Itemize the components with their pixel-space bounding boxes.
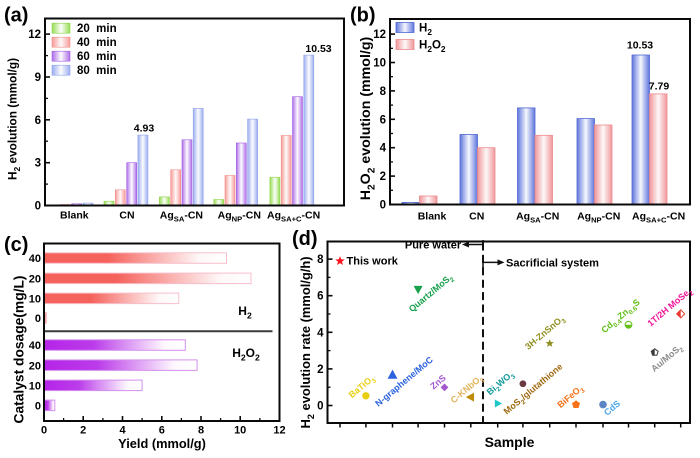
- svg-text:20 min: 20 min: [77, 23, 117, 35]
- svg-text:0: 0: [35, 401, 41, 413]
- svg-text:4.93: 4.93: [134, 123, 155, 135]
- svg-text:10: 10: [234, 425, 246, 437]
- svg-text:12: 12: [373, 29, 386, 41]
- svg-text:This work: This work: [347, 255, 399, 267]
- svg-text:Pure water: Pure water: [405, 240, 462, 252]
- svg-text:4: 4: [317, 327, 324, 339]
- svg-text:12: 12: [28, 29, 41, 41]
- svg-text:6: 6: [317, 291, 323, 303]
- svg-text:AgNP​-CN: AgNP​-CN: [577, 211, 620, 225]
- svg-text:20: 20: [29, 274, 41, 286]
- svg-text:Sacrificial system: Sacrificial system: [506, 257, 599, 269]
- svg-text:H2​: H2​: [238, 304, 252, 321]
- svg-text:Blank: Blank: [418, 211, 447, 223]
- svg-text:Sample: Sample: [485, 434, 535, 450]
- svg-text:0: 0: [35, 201, 41, 213]
- svg-text:(b): (b): [350, 5, 376, 27]
- svg-text:2: 2: [80, 425, 86, 437]
- svg-text:10.53: 10.53: [305, 43, 331, 55]
- svg-text:12: 12: [273, 425, 285, 437]
- svg-text:0: 0: [35, 313, 41, 325]
- svg-text:Blank: Blank: [60, 210, 89, 222]
- svg-text:8: 8: [317, 254, 324, 266]
- svg-text:H2​O2​: H2​O2​: [419, 40, 446, 54]
- svg-text:10: 10: [29, 294, 41, 306]
- svg-text:60 min: 60 min: [77, 51, 117, 63]
- svg-text:40 min: 40 min: [77, 37, 117, 49]
- svg-text:20: 20: [29, 360, 41, 372]
- svg-text:Catalyst dosage(mg/L): Catalyst dosage(mg/L): [12, 276, 27, 424]
- svg-text:6: 6: [35, 115, 41, 127]
- svg-text:10: 10: [29, 381, 41, 393]
- svg-text:AgSA+C​-CN: AgSA+C​-CN: [632, 211, 685, 225]
- svg-text:CN: CN: [469, 211, 484, 223]
- svg-text:AgSA​-CN: AgSA​-CN: [516, 211, 559, 225]
- svg-text:CN: CN: [119, 210, 134, 222]
- svg-text:H2​O2​: H2​O2​: [232, 346, 260, 363]
- svg-text:AgSA+C​-CN: AgSA+C​-CN: [267, 210, 320, 224]
- svg-text:(c): (c): [4, 234, 28, 256]
- svg-text:(a): (a): [4, 5, 28, 27]
- svg-text:6: 6: [159, 425, 165, 437]
- svg-text:0: 0: [41, 425, 47, 437]
- svg-text:10.53: 10.53: [627, 40, 653, 52]
- svg-text:40: 40: [29, 340, 41, 352]
- svg-text:(d): (d): [292, 228, 318, 250]
- svg-text:AgNP​-CN: AgNP​-CN: [218, 210, 261, 224]
- svg-text:3: 3: [35, 158, 41, 170]
- svg-text:0: 0: [380, 200, 386, 212]
- svg-text:4: 4: [119, 425, 126, 437]
- svg-text:Yield (mmol/g): Yield (mmol/g): [118, 436, 206, 451]
- svg-text:4: 4: [380, 143, 387, 155]
- svg-text:2: 2: [380, 171, 386, 183]
- svg-text:6: 6: [380, 114, 386, 126]
- svg-text:10: 10: [373, 58, 386, 70]
- svg-text:40: 40: [29, 253, 41, 265]
- svg-text:0: 0: [317, 401, 323, 413]
- svg-text:80 min: 80 min: [77, 65, 117, 77]
- svg-text:H2​: H2​: [419, 23, 432, 37]
- svg-text:H2​ evolution (mmol/g): H2​ evolution (mmol/g): [6, 58, 23, 180]
- svg-text:2: 2: [317, 364, 323, 376]
- svg-text:AgSA​-CN: AgSA​-CN: [160, 210, 203, 224]
- svg-text:7.79: 7.79: [649, 81, 670, 93]
- svg-text:H2​O2​ evolution (mmol/g): H2​O2​ evolution (mmol/g): [358, 36, 377, 200]
- svg-text:8: 8: [198, 425, 204, 437]
- svg-text:8: 8: [380, 86, 387, 98]
- svg-text:H2​ evolution rate (mmol/g/h): H2​ evolution rate (mmol/g/h): [298, 256, 316, 428]
- svg-text:9: 9: [35, 72, 41, 84]
